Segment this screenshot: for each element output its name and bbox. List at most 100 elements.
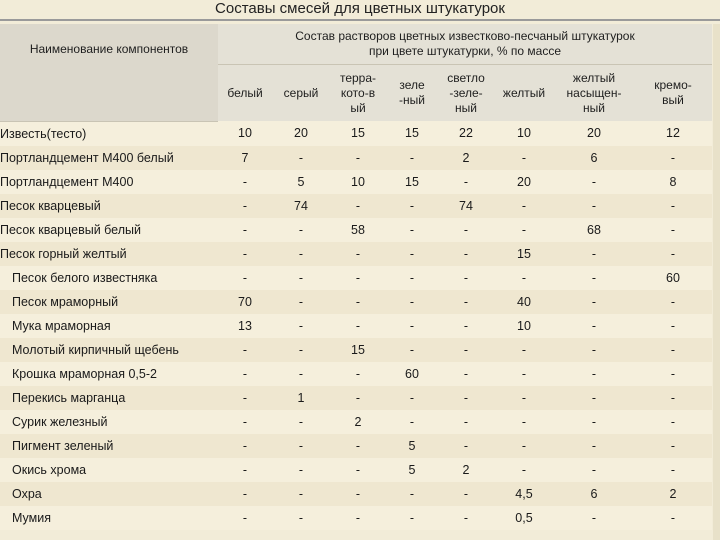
value-cell: 20 [272, 121, 330, 146]
table-row: Молотый кирпичный щебень - -15- - - - - [0, 337, 712, 362]
value-cell: 74 [438, 193, 494, 218]
value-cell: - [494, 145, 554, 170]
component-name: Охра [0, 481, 218, 506]
value-cell: - [218, 385, 272, 410]
value-cell: - [554, 193, 634, 218]
table-row: Известь(тесто) 10 20 15 15 22 10 20 12 [0, 121, 712, 146]
table-row: Песок кварцевый белый - -58- - -68- [0, 217, 712, 242]
value-cell: - [438, 217, 494, 242]
value-cell: - [272, 409, 330, 434]
value-cell: - [386, 193, 438, 218]
value-cell: - [386, 409, 438, 434]
value-cell: - [554, 337, 634, 362]
value-cell: - [438, 337, 494, 362]
value-cell: 1 [272, 385, 330, 410]
value-cell: - [634, 361, 712, 386]
value-cell: 2 [634, 481, 712, 506]
value-cell: 12 [634, 121, 712, 146]
value-cell: - [330, 385, 386, 410]
value-cell: - [494, 409, 554, 434]
table-row: Песок кварцевый -74- -74- - - [0, 193, 712, 218]
value-cell: - [330, 241, 386, 266]
value-cell: 2 [438, 457, 494, 482]
value-cell: - [330, 361, 386, 386]
value-cell: - [438, 265, 494, 290]
value-cell: - [218, 217, 272, 242]
color-header-light-green: светло -зеле-ный [438, 64, 494, 121]
value-cell: 20 [554, 121, 634, 146]
value-cell: - [218, 169, 272, 194]
component-column-header: Наименование компонентов [0, 24, 218, 122]
color-header-green: зеле -ный [386, 64, 438, 121]
value-cell: - [494, 385, 554, 410]
value-cell: - [272, 217, 330, 242]
value-cell: - [554, 409, 634, 434]
value-cell: - [634, 337, 712, 362]
value-cell: 6 [554, 145, 634, 170]
value-cell: - [438, 409, 494, 434]
value-cell: 15 [494, 241, 554, 266]
value-cell: 7 [218, 145, 272, 170]
table-row: Песок белого известняка - - - - - - -60 [0, 265, 712, 290]
value-cell: 15 [330, 121, 386, 146]
value-cell: - [330, 193, 386, 218]
value-cell: - [272, 241, 330, 266]
value-cell: - [218, 457, 272, 482]
value-cell: 68 [554, 217, 634, 242]
value-cell: - [218, 481, 272, 506]
value-cell: - [554, 265, 634, 290]
value-cell: 58 [330, 217, 386, 242]
value-cell: - [438, 481, 494, 506]
title-divider [0, 19, 720, 21]
value-cell: - [494, 265, 554, 290]
value-cell: - [438, 241, 494, 266]
component-name: Портландцемент М400 [0, 169, 218, 194]
value-cell: - [218, 505, 272, 530]
component-name: Крошка мраморная 0,5-2 [0, 361, 218, 386]
value-cell: - [634, 145, 712, 170]
value-cell: - [272, 337, 330, 362]
component-name: Пигмент зеленый [0, 433, 218, 458]
value-cell: 4,5 [494, 481, 554, 506]
value-cell: 15 [330, 337, 386, 362]
value-cell: 74 [272, 193, 330, 218]
value-cell: 5 [386, 433, 438, 458]
value-cell: - [494, 433, 554, 458]
group-header: Состав растворов цветных известково-песч… [218, 24, 712, 65]
table-row: Мумия - - - - -0,5- - [0, 505, 712, 530]
value-cell: - [634, 505, 712, 530]
value-cell: - [554, 505, 634, 530]
table-row: Сурик железный - -2- - - - - [0, 409, 712, 434]
value-cell: 15 [386, 169, 438, 194]
value-cell: 8 [634, 169, 712, 194]
value-cell: - [634, 193, 712, 218]
value-cell: - [386, 145, 438, 170]
value-cell: 0,5 [494, 505, 554, 530]
value-cell: - [554, 241, 634, 266]
value-cell: - [386, 289, 438, 314]
value-cell: 5 [386, 457, 438, 482]
value-cell: 5 [272, 169, 330, 194]
value-cell: - [554, 457, 634, 482]
value-cell: - [330, 289, 386, 314]
value-cell: - [438, 505, 494, 530]
value-cell: - [494, 457, 554, 482]
value-cell: - [438, 289, 494, 314]
page-edge [713, 24, 720, 540]
value-cell: 10 [330, 169, 386, 194]
value-cell: - [330, 145, 386, 170]
table-row: Окись хрома - - -5 2- - - [0, 457, 712, 482]
value-cell: - [330, 265, 386, 290]
value-cell: - [554, 361, 634, 386]
value-cell: - [554, 313, 634, 338]
value-cell: 13 [218, 313, 272, 338]
value-cell: - [386, 385, 438, 410]
value-cell: - [494, 337, 554, 362]
value-cell: - [554, 289, 634, 314]
value-cell: - [386, 217, 438, 242]
value-cell: - [218, 193, 272, 218]
value-cell: - [554, 385, 634, 410]
value-cell: - [634, 433, 712, 458]
value-cell: - [272, 457, 330, 482]
component-name: Молотый кирпичный щебень [0, 337, 218, 362]
